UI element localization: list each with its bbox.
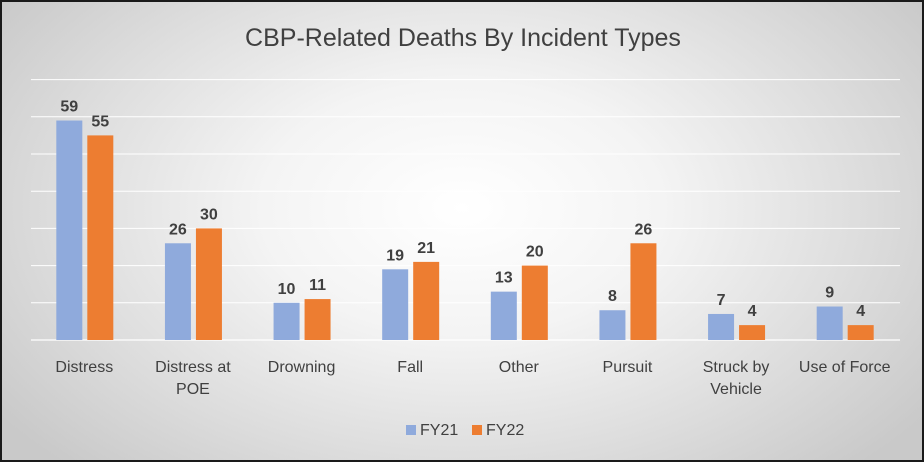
- bar-fy21-3: [273, 302, 300, 340]
- bar-fy21-8: [816, 306, 843, 340]
- bar-fy22-4: [413, 261, 440, 340]
- data-label-fy21-6: 8: [608, 288, 617, 305]
- data-label-fy22-3: 11: [309, 277, 326, 294]
- category-label: Struck by Vehicle: [703, 359, 770, 398]
- bar-fy22-7: [739, 325, 766, 340]
- data-label-fy22-2: 30: [200, 206, 218, 223]
- data-label-fy21-4: 19: [386, 247, 404, 264]
- bar-fy21-2: [164, 243, 191, 340]
- data-label-fy22-1: 55: [91, 113, 109, 130]
- bar-fy22-1: [87, 135, 114, 340]
- category-label: Other: [499, 359, 540, 376]
- bar-fy22-5: [521, 265, 548, 340]
- bar-fy22-8: [847, 325, 874, 340]
- category-label: Distress at POE: [155, 359, 231, 398]
- data-label-fy21-5: 13: [495, 270, 513, 287]
- bar-fy22-2: [195, 228, 222, 340]
- data-label-fy21-8: 9: [825, 285, 834, 302]
- chart-title: CBP-Related Deaths By Incident Types: [245, 24, 681, 52]
- data-label-fy22-7: 4: [748, 303, 757, 320]
- legend-swatch-fy22: [472, 425, 482, 435]
- bar-fy21-7: [708, 313, 735, 340]
- data-labels: 59 55 26 30 10 11 19 21 13 20 8 26 7 4 9 4: [60, 99, 865, 321]
- category-label: Distress: [55, 359, 113, 376]
- category-label: Pursuit: [603, 359, 653, 376]
- category-label: Drowning: [268, 359, 336, 376]
- data-label-fy22-4: 21: [417, 240, 435, 257]
- gridlines: [31, 79, 900, 341]
- data-label-fy21-7: 7: [717, 292, 726, 309]
- data-label-fy21-2: 26: [169, 221, 187, 238]
- legend-label-fy21: FY21: [420, 422, 458, 439]
- bar-fy21-1: [56, 120, 83, 341]
- bar-fy22-3: [304, 299, 331, 340]
- bar-fy21-5: [490, 291, 517, 340]
- data-label-fy21-3: 10: [278, 281, 296, 298]
- legend-swatch-fy21: [406, 425, 416, 435]
- bar-fy21-6: [599, 310, 626, 340]
- legend: FY21 FY22: [406, 422, 524, 439]
- legend-label-fy22: FY22: [486, 422, 524, 439]
- data-label-fy21-1: 59: [60, 99, 78, 116]
- data-label-fy22-5: 20: [526, 244, 544, 261]
- data-label-fy22-8: 4: [856, 303, 865, 320]
- category-label: Use of Force: [799, 359, 891, 376]
- bars: [56, 120, 874, 341]
- category-labels: Distress Distress at POE Drowning Fall Other P…: [55, 359, 890, 398]
- bar-fy22-6: [630, 243, 657, 340]
- data-label-fy22-6: 26: [635, 221, 653, 238]
- bar-fy21-4: [382, 269, 409, 340]
- category-label: Fall: [397, 359, 423, 376]
